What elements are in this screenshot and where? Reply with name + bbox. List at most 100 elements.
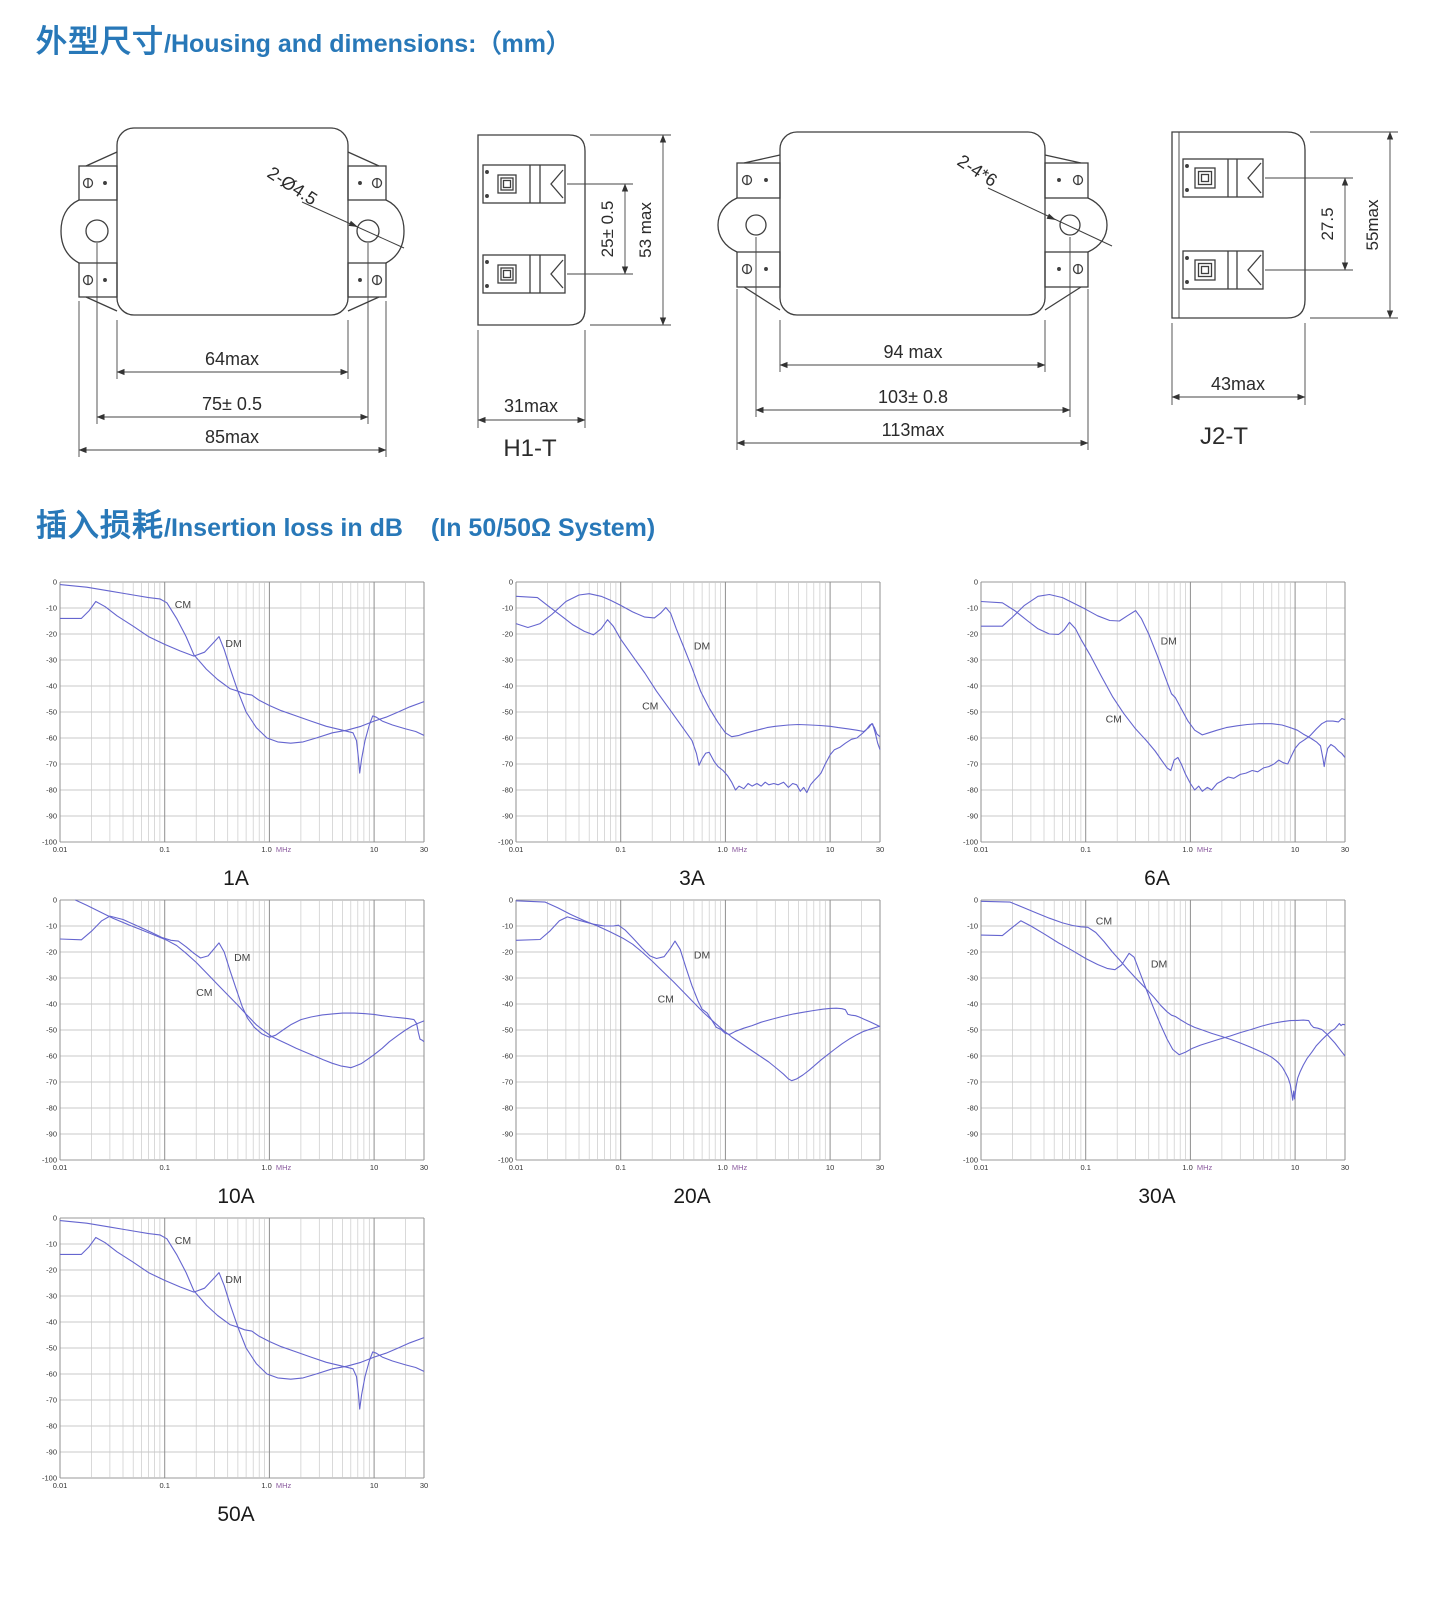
x-tick-label: 10 bbox=[370, 845, 378, 854]
curve-DM bbox=[515, 916, 881, 1035]
dim-43max: 43max bbox=[1171, 323, 1306, 405]
y-tick-label: -40 bbox=[46, 1318, 57, 1327]
y-tick-label: -30 bbox=[967, 656, 978, 665]
y-tick-label: -100 bbox=[42, 1156, 57, 1165]
series-label-CM: CM bbox=[1096, 916, 1112, 928]
y-tick-label: -10 bbox=[502, 922, 513, 931]
y-tick-label: 0 bbox=[53, 896, 57, 905]
dim-holes-text: 75± 0.5 bbox=[202, 394, 262, 414]
y-tick-label: -40 bbox=[967, 682, 978, 691]
series-label-DM: DM bbox=[694, 950, 710, 962]
x-tick-label: 0.1 bbox=[1080, 845, 1090, 854]
y-tick-label: -90 bbox=[502, 812, 513, 821]
x-tick-label: 30 bbox=[876, 1163, 884, 1172]
dim-inner-text: 64max bbox=[205, 349, 259, 369]
dim-holes-text: 103± 0.8 bbox=[878, 387, 948, 407]
chart-50A: 0 -10 -20 -30 -40 -50 -60 -70 -80 -90 -100 0.01 0.1 1… bbox=[36, 1208, 436, 1527]
curve-CM bbox=[59, 584, 425, 774]
y-tick-label: -70 bbox=[46, 760, 57, 769]
dim-103: 103± 0.8 bbox=[755, 237, 1071, 417]
y-tick-label: -40 bbox=[967, 1000, 978, 1009]
series-label-CM: CM bbox=[196, 987, 212, 999]
y-tick-label: -70 bbox=[46, 1078, 57, 1087]
x-tick-label: 10 bbox=[1291, 1163, 1299, 1172]
y-tick-label: -40 bbox=[502, 1000, 513, 1009]
curve-DM bbox=[515, 593, 881, 738]
x-tick-label: 10 bbox=[370, 1163, 378, 1172]
y-tick-label: -90 bbox=[967, 1130, 978, 1139]
x-tick-label: 1.0 MHz bbox=[717, 1163, 747, 1172]
y-tick-label: -80 bbox=[502, 1104, 513, 1113]
x-tick-label: 30 bbox=[420, 1481, 428, 1490]
hole-callout-small: 2-Ø4.5 bbox=[264, 163, 405, 249]
dim-31max: 31max bbox=[477, 330, 586, 428]
y-tick-label: -80 bbox=[46, 1422, 57, 1431]
dim-height-text: 55max bbox=[1363, 199, 1382, 251]
x-tick-label: 1.0 MHz bbox=[1182, 1163, 1212, 1172]
y-tick-label: -30 bbox=[46, 974, 57, 983]
curve-CM bbox=[515, 595, 881, 794]
dim-94max: 94 max bbox=[779, 320, 1046, 372]
hole-callout-text: 2-4*6 bbox=[954, 151, 1001, 191]
x-tick-label: 0.1 bbox=[159, 1163, 169, 1172]
callout-arrowhead bbox=[348, 220, 358, 227]
dim-85max: 85max bbox=[78, 301, 387, 457]
y-tick-label: -10 bbox=[502, 604, 513, 613]
y-tick-label: 0 bbox=[509, 578, 513, 587]
chart-title-30A: 30A bbox=[1138, 1185, 1176, 1208]
x-tick-label: 0.1 bbox=[615, 1163, 625, 1172]
y-tick-label: -50 bbox=[967, 1026, 978, 1035]
curve-DM bbox=[981, 593, 1346, 768]
y-tick-label: -20 bbox=[967, 948, 978, 957]
curve-CM bbox=[980, 900, 1346, 1101]
insertion-title-zh: 插入损耗 bbox=[36, 508, 164, 543]
curve-CM bbox=[75, 899, 425, 1069]
y-tick-label: -90 bbox=[502, 1130, 513, 1139]
x-tick-label: 0.1 bbox=[159, 1481, 169, 1490]
y-tick-label: -10 bbox=[967, 922, 978, 931]
y-tick-label: 0 bbox=[53, 578, 57, 587]
filter-body-outline bbox=[779, 131, 1046, 316]
curve-CM bbox=[980, 600, 1346, 792]
series-label-DM: DM bbox=[694, 641, 710, 653]
chart-title-50A: 50A bbox=[217, 1503, 255, 1526]
terminal-block bbox=[1182, 250, 1264, 290]
dim-55max: 55max bbox=[1310, 131, 1398, 319]
mounting-hole-left bbox=[745, 214, 767, 236]
y-tick-label: -50 bbox=[46, 1344, 57, 1353]
curve-DM bbox=[60, 1236, 425, 1380]
housing-title-en: /Housing and dimensions:（mm） bbox=[164, 30, 571, 58]
y-tick-label: -100 bbox=[963, 1156, 978, 1165]
x-tick-label: 1.0 MHz bbox=[261, 1481, 291, 1490]
y-tick-label: -50 bbox=[502, 1026, 513, 1035]
y-tick-label: -100 bbox=[498, 1156, 513, 1165]
series-label-DM: DM bbox=[1161, 635, 1177, 647]
series-label-CM: CM bbox=[1106, 713, 1122, 725]
dim-64max: 64max bbox=[116, 320, 349, 379]
housing-title-zh: 外型尺寸 bbox=[36, 24, 164, 59]
y-tick-label: -50 bbox=[502, 708, 513, 717]
x-tick-label: 30 bbox=[420, 1163, 428, 1172]
y-tick-label: -60 bbox=[967, 1052, 978, 1061]
mounting-hole-left bbox=[85, 219, 109, 243]
callout-arrowhead bbox=[1046, 213, 1056, 220]
curve-DM bbox=[980, 920, 1346, 1057]
x-tick-label: 0.1 bbox=[1080, 1163, 1090, 1172]
mounting-hole-right bbox=[356, 219, 380, 243]
insertion-title-note: (In 50/50Ω System) bbox=[430, 514, 656, 542]
y-tick-label: -30 bbox=[46, 656, 57, 665]
x-tick-label: 0.01 bbox=[974, 845, 989, 854]
dim-width-text: 43max bbox=[1211, 374, 1265, 394]
y-tick-label: -10 bbox=[46, 1240, 57, 1249]
dim-27-5: 27.5 bbox=[1265, 177, 1353, 271]
y-tick-label: -60 bbox=[967, 734, 978, 743]
series-label-CM: CM bbox=[175, 599, 191, 611]
insertion-loss-section-title: 插入损耗/Insertion loss in dB (In 50/50Ω Syst… bbox=[36, 500, 655, 545]
y-tick-label: -80 bbox=[967, 786, 978, 795]
